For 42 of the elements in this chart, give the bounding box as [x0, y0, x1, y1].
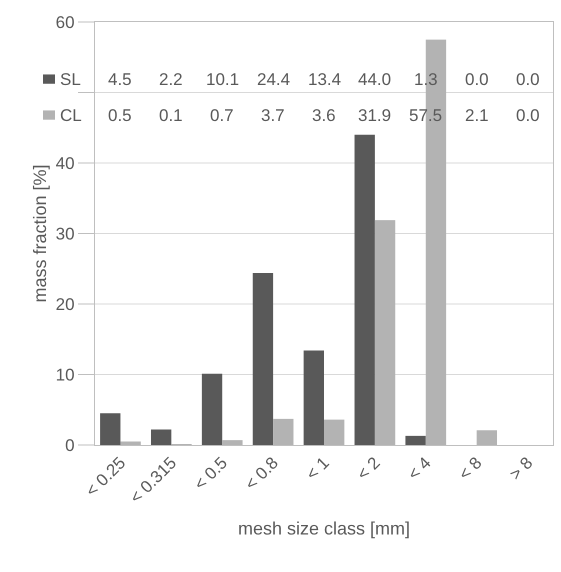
y-tick-label: 10 — [56, 365, 75, 384]
bar — [150, 429, 172, 445]
annotation: 31.9 — [358, 106, 392, 125]
x-tick-label: < 0.5 — [190, 453, 232, 494]
x-tick-label: < 2 — [353, 453, 384, 484]
annotation: 13.4 — [308, 70, 342, 89]
bar — [100, 413, 120, 445]
x-tick-label: < 8 — [455, 453, 486, 484]
annotation: 4.5 — [108, 70, 132, 89]
x-tick-label: < 4 — [404, 453, 435, 484]
bar — [354, 134, 375, 445]
annotation: 2.2 — [159, 70, 183, 89]
y-axis-title: mass fraction [%] — [30, 164, 50, 303]
y-tick-label: 60 — [56, 12, 75, 32]
y-tick-label: 40 — [56, 154, 75, 173]
annotation: 0.0 — [516, 106, 540, 125]
y-tick-label: 30 — [56, 224, 75, 244]
bar — [202, 374, 222, 445]
annotation: 2.1 — [465, 106, 489, 125]
y-tick-label: 20 — [56, 294, 75, 314]
annotation: 0.0 — [465, 70, 489, 89]
x-axis-title: mesh size class [mm] — [238, 518, 410, 538]
annotation: 0.5 — [108, 106, 132, 125]
x-tick-label: < 0.8 — [241, 453, 282, 494]
annotation: 0.0 — [516, 70, 540, 89]
annotation: 3.6 — [312, 106, 336, 125]
y-tick-label: 0 — [65, 436, 75, 455]
annotation: 1.3 — [414, 70, 438, 89]
legend-label: CL — [60, 106, 82, 125]
x-tick-label: > 8 — [506, 453, 536, 484]
annotation: 44.0 — [358, 70, 392, 89]
x-tick-label: < 1 — [302, 453, 333, 484]
annotation: 57.5 — [409, 106, 442, 125]
annotation: 0.7 — [210, 106, 234, 125]
annotation: 3.7 — [261, 106, 285, 125]
annotation: 0.1 — [159, 106, 183, 125]
annotation: 24.4 — [257, 70, 290, 89]
annotation: 10.1 — [206, 70, 240, 89]
bar — [304, 350, 324, 445]
legend-label: SL — [60, 70, 81, 89]
bar — [252, 272, 274, 445]
bar — [405, 436, 426, 445]
